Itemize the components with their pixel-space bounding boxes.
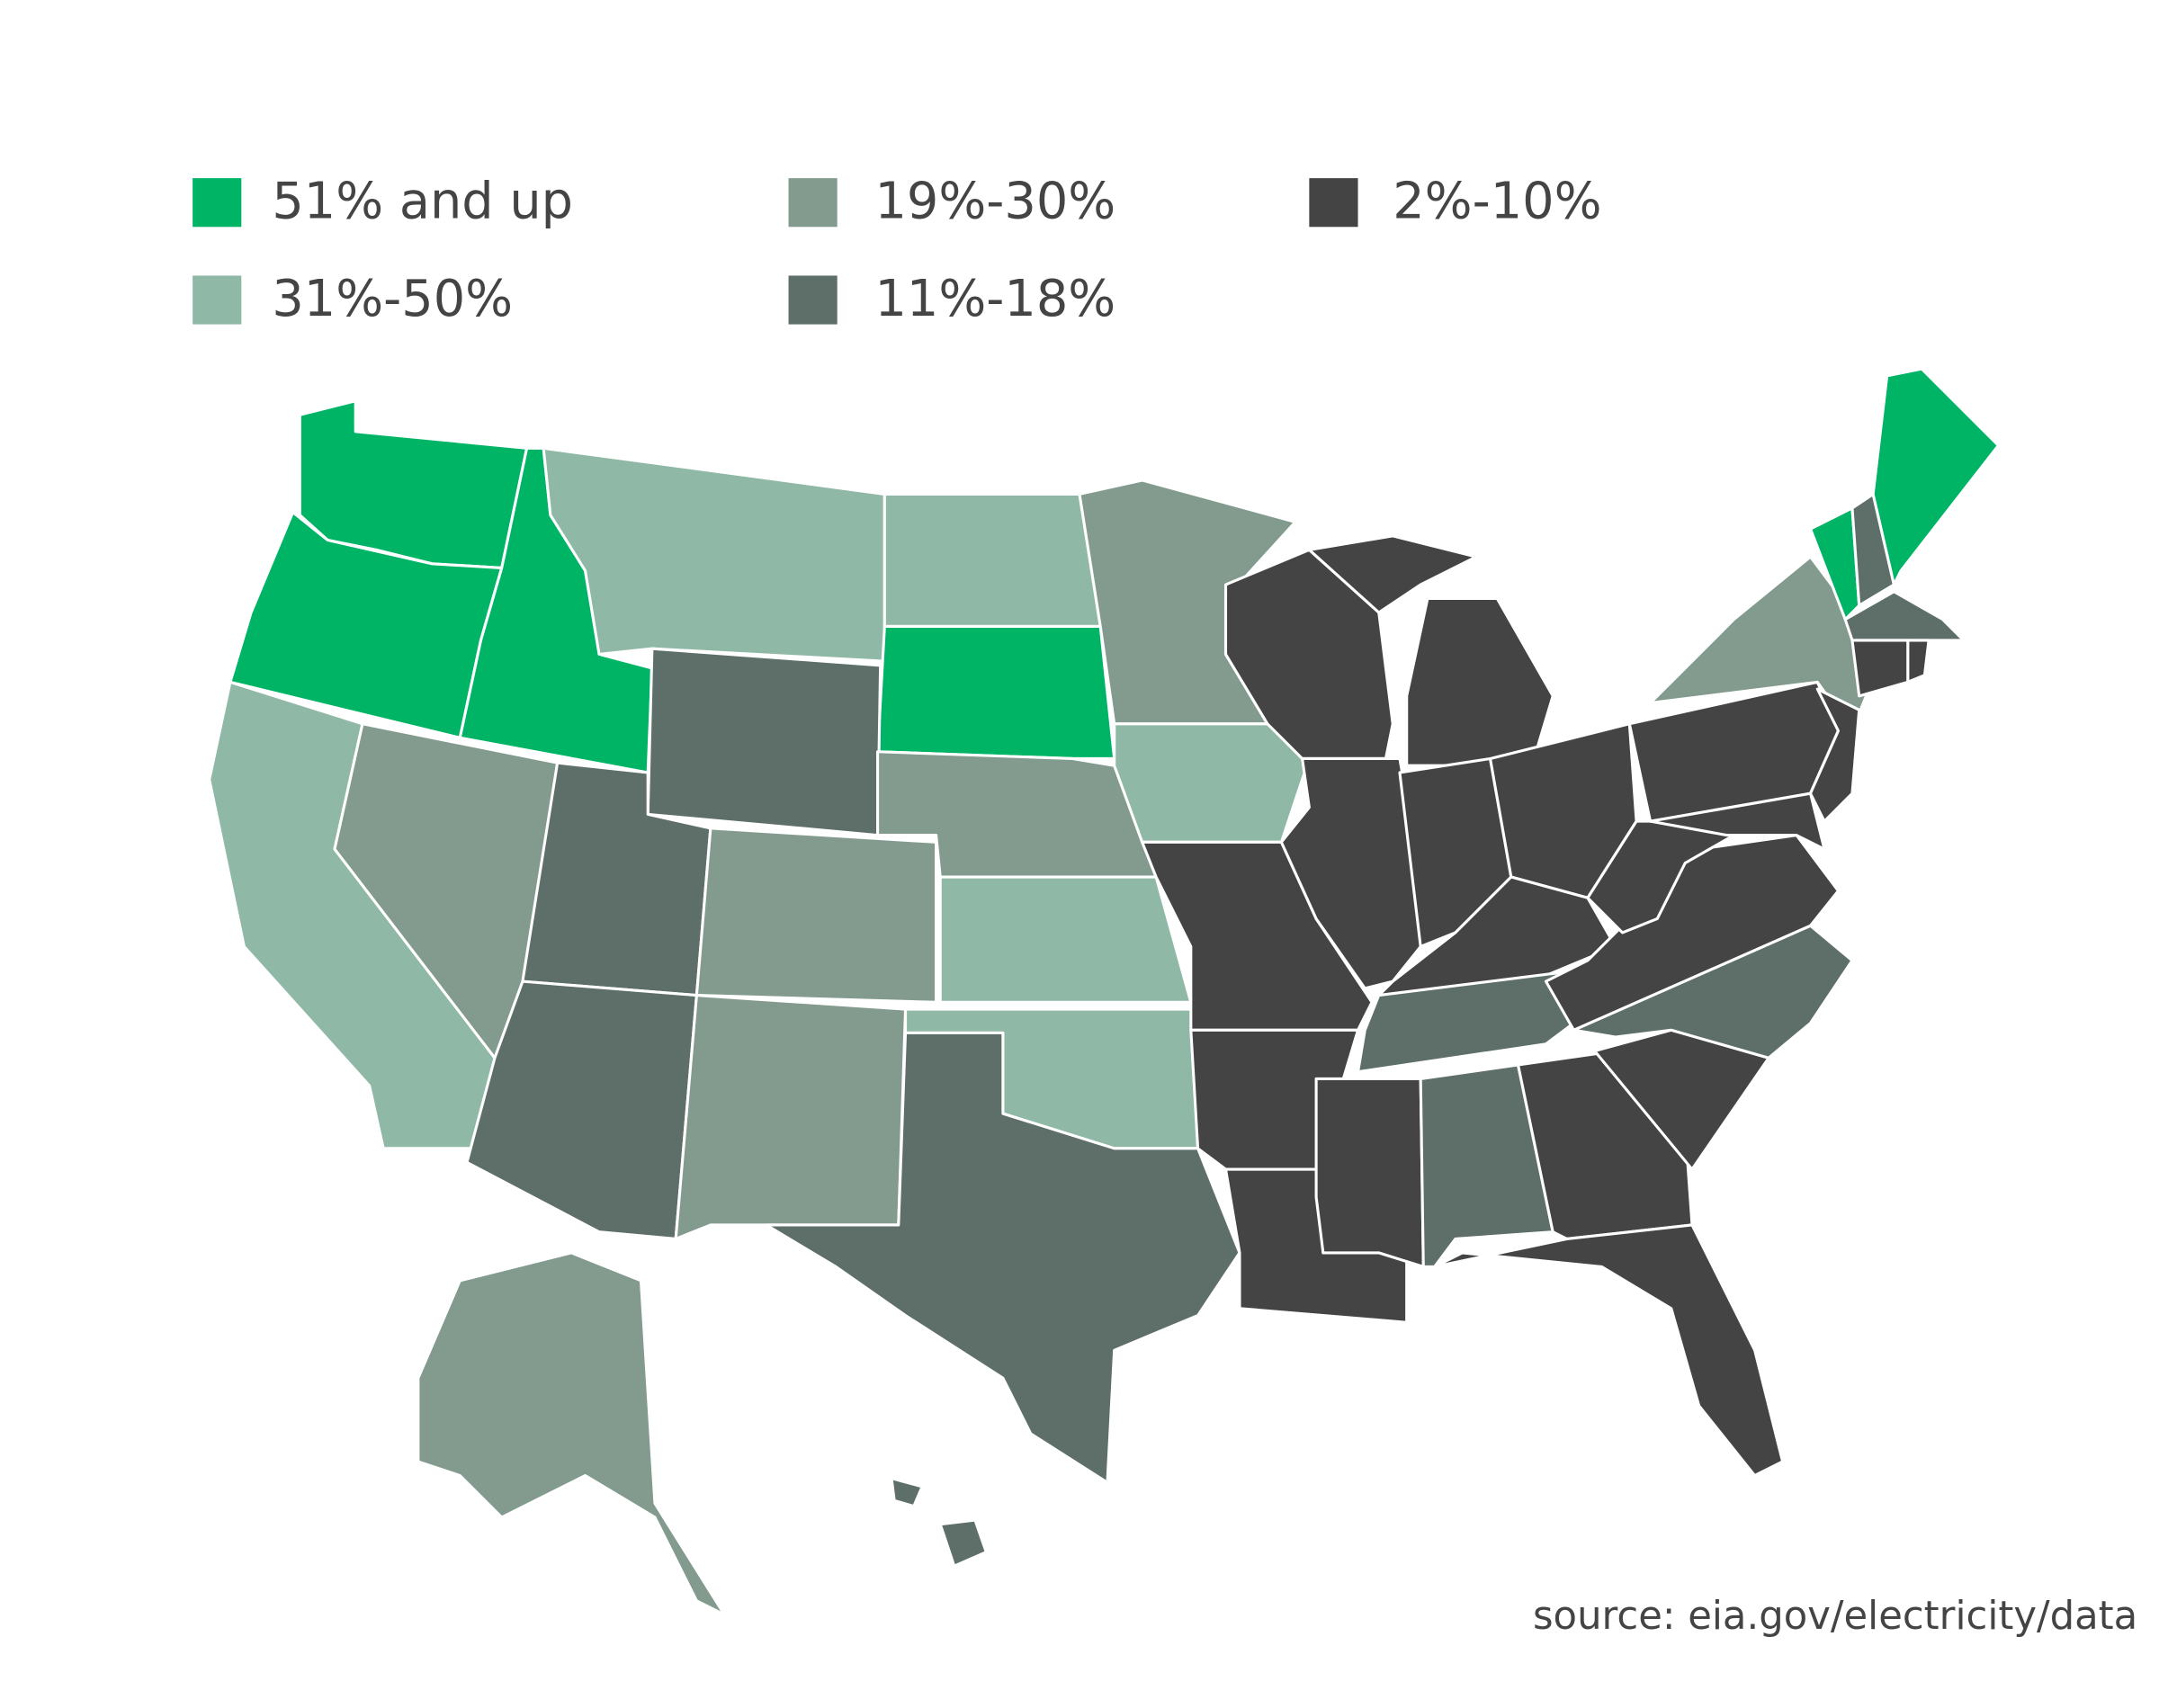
state bbox=[1405, 596, 1554, 767]
source-note: source: eia.gov/electricity/data bbox=[1533, 1594, 2137, 1639]
legend-label: 51% and up bbox=[272, 173, 573, 231]
state bbox=[1906, 639, 1931, 684]
state bbox=[646, 647, 882, 837]
state bbox=[876, 624, 1116, 761]
state bbox=[765, 1031, 1241, 1484]
legend-label: 11%-18% bbox=[874, 270, 1115, 328]
state bbox=[694, 827, 938, 1004]
state bbox=[1572, 924, 1854, 1060]
state bbox=[1314, 1077, 1425, 1268]
state bbox=[1307, 534, 1478, 614]
state bbox=[938, 875, 1193, 1004]
state bbox=[1544, 834, 1841, 1032]
state bbox=[890, 1477, 924, 1508]
legend-label: 31%-50% bbox=[272, 270, 513, 328]
state bbox=[1850, 639, 1910, 698]
state bbox=[417, 1251, 726, 1616]
state bbox=[1113, 722, 1311, 844]
legend-label: 19%-30% bbox=[874, 173, 1115, 231]
legend: 51% and up 31%-50% 19%-30% 11%-18% 2%-10… bbox=[193, 173, 1602, 328]
legend-swatch bbox=[788, 275, 838, 325]
state bbox=[542, 446, 886, 663]
legend-label: 2%-10% bbox=[1393, 173, 1601, 231]
state bbox=[1649, 791, 1826, 851]
legend-swatch bbox=[788, 178, 838, 228]
legend-swatch bbox=[193, 178, 242, 228]
states bbox=[208, 367, 2001, 1616]
state bbox=[674, 994, 908, 1240]
state bbox=[1843, 590, 1966, 642]
state bbox=[938, 1518, 988, 1568]
state bbox=[1808, 687, 1861, 823]
legend-swatch bbox=[1309, 178, 1358, 228]
state bbox=[1433, 1223, 1785, 1478]
state bbox=[882, 492, 1102, 629]
state bbox=[1871, 367, 2001, 586]
legend-swatch bbox=[193, 275, 242, 325]
